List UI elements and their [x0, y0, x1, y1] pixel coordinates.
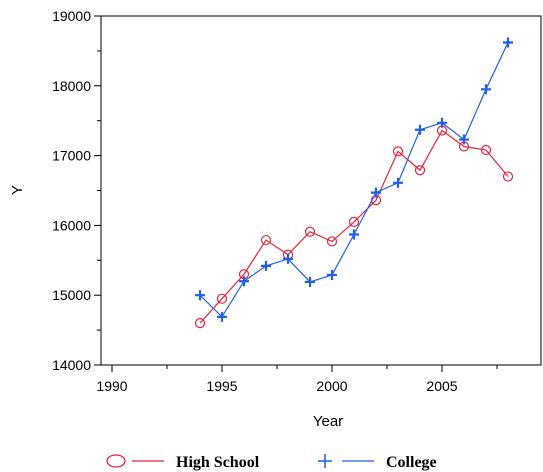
legend-label: High School	[176, 454, 260, 471]
data-point	[415, 124, 425, 135]
data-point	[437, 117, 447, 128]
data-point	[480, 144, 492, 156]
series-layer	[194, 37, 514, 329]
data-point	[392, 146, 404, 157]
data-point	[414, 165, 426, 176]
series-line	[199, 42, 509, 318]
series-college	[195, 37, 513, 322]
data-point	[503, 37, 513, 48]
legend-marker-plus-icon	[318, 454, 332, 468]
y-tick-label: 18000	[52, 78, 91, 94]
series-high-school	[194, 125, 514, 329]
y-tick-label: 17000	[52, 148, 91, 164]
x-tick-label: 1990	[96, 378, 127, 394]
y-tick-label: 16000	[52, 217, 91, 233]
data-point	[393, 177, 403, 188]
data-point	[304, 226, 316, 237]
data-point	[327, 269, 337, 280]
data-point	[459, 134, 469, 145]
data-point	[349, 229, 359, 240]
data-point	[239, 276, 249, 287]
x-tick-label: 2005	[426, 378, 457, 394]
plot-frame	[100, 15, 542, 366]
legend: High School College	[106, 454, 437, 471]
x-axis-title: Year	[313, 413, 343, 430]
y-tick-label: 19000	[52, 8, 91, 24]
y-tick-label: 14000	[52, 357, 91, 373]
legend-marker-circle-icon	[106, 454, 126, 468]
data-point	[481, 84, 491, 95]
legend-label: College	[386, 454, 437, 471]
data-point	[217, 311, 227, 322]
legend-item: High School	[106, 454, 260, 471]
data-point	[195, 290, 205, 301]
data-point	[283, 253, 293, 264]
x-tick-label: 1995	[206, 378, 237, 394]
data-point	[371, 187, 381, 198]
data-point	[502, 171, 514, 182]
y-axis-title: Y	[9, 185, 26, 195]
data-point	[260, 234, 272, 246]
series-line	[199, 129, 509, 324]
data-point	[261, 260, 271, 271]
x-tick-label: 2000	[316, 378, 347, 394]
data-point	[348, 216, 360, 228]
y-tick-label: 15000	[52, 287, 91, 303]
data-point	[305, 276, 315, 287]
legend-item: College	[318, 454, 437, 471]
data-point	[326, 236, 338, 247]
data-point	[194, 318, 206, 329]
x-axis: 1990 1995 2000 2005	[96, 365, 498, 394]
data-point	[216, 293, 228, 304]
y-axis: 14000 15000 16000 17000 18000 19000	[52, 8, 101, 373]
